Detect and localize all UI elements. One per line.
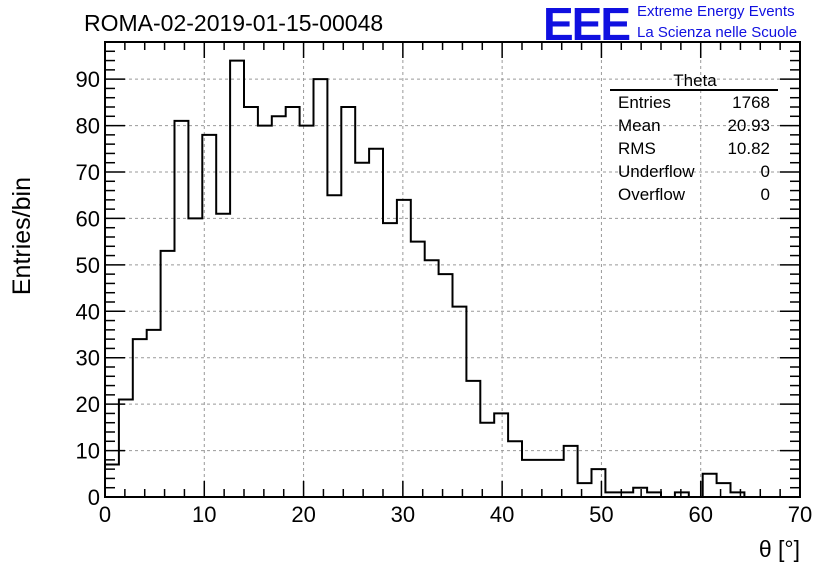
stat-value-underflow: 0	[760, 162, 770, 181]
y-tick-label: 40	[76, 299, 100, 324]
stat-label-overflow: Overflow	[618, 185, 686, 204]
stats-title: Theta	[673, 71, 717, 90]
stat-label-entries: Entries	[618, 93, 671, 112]
x-tick-label: 50	[589, 502, 613, 527]
stat-value-rms: 10.82	[727, 139, 770, 158]
x-tick-label: 70	[788, 502, 812, 527]
plot-frame	[104, 41, 801, 498]
stat-label-mean: Mean	[618, 116, 661, 135]
y-tick-label: 10	[76, 439, 100, 464]
x-tick-label: 20	[291, 502, 315, 527]
x-axis-label: θ [°]	[759, 536, 800, 562]
y-tick-label: 20	[76, 392, 100, 417]
stat-value-overflow: 0	[760, 185, 770, 204]
x-tick-label: 0	[99, 502, 111, 527]
x-tick-label: 60	[688, 502, 712, 527]
x-tick-label: 10	[192, 502, 216, 527]
y-tick-label: 70	[76, 160, 100, 185]
stat-value-mean: 20.93	[727, 116, 770, 135]
y-tick-label: 60	[76, 206, 100, 231]
logo-tagline-2: La Scienza nelle Scuole	[637, 24, 798, 41]
y-tick-label: 90	[76, 67, 100, 92]
stat-label-underflow: Underflow	[618, 162, 695, 181]
y-tick-label: 80	[76, 114, 100, 139]
stat-value-entries: 1768	[732, 93, 770, 112]
y-tick-label: 0	[88, 485, 100, 510]
y-axis-label: Entries/bin	[8, 177, 36, 295]
y-tick-label: 30	[76, 346, 100, 371]
stat-label-rms: RMS	[618, 139, 656, 158]
eee-logo-mark: EEE	[543, 0, 631, 50]
tick-labels: 0 10 20 30 40 50 60 70 0 10 20 30 40 50 60 70 80 90	[76, 67, 813, 527]
y-tick-label: 50	[76, 253, 100, 278]
grid-lines	[105, 42, 800, 497]
logo-tagline-1: Extreme Energy Events	[637, 3, 795, 20]
axis-ticks	[104, 41, 801, 498]
stats-title-underline	[610, 89, 778, 91]
x-tick-label: 40	[490, 502, 514, 527]
x-tick-label: 30	[391, 502, 415, 527]
run-title: ROMA-02-2019-01-15-00048	[84, 10, 384, 36]
